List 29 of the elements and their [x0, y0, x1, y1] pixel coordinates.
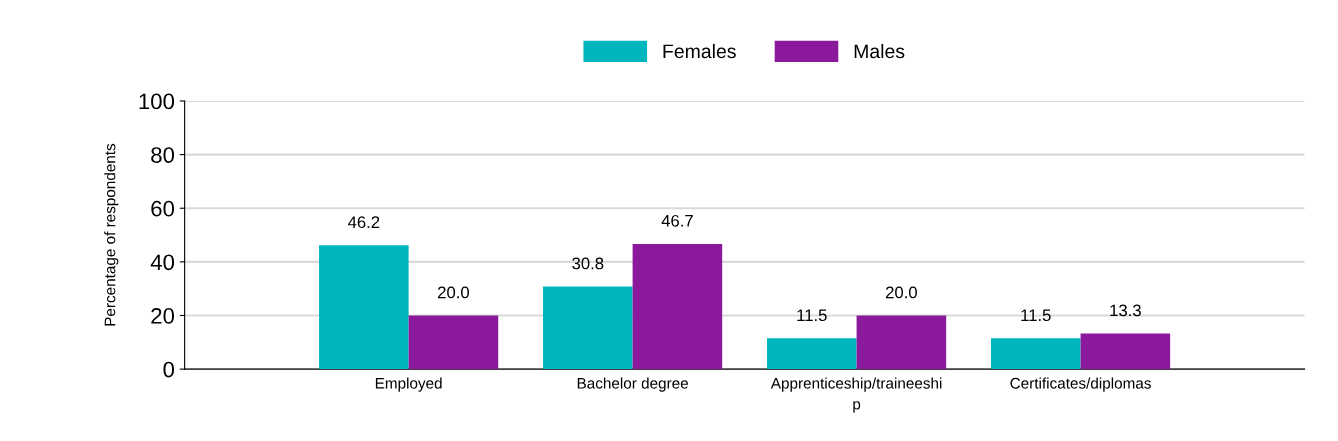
bar	[1080, 333, 1171, 370]
text: 46.2	[347, 216, 380, 229]
bar	[408, 315, 499, 370]
bar	[856, 315, 947, 370]
bar	[990, 338, 1081, 370]
y-axis-title: Percentage of respondents	[104, 143, 119, 326]
text: 20.0	[886, 286, 917, 299]
y-tick-label: 80	[151, 147, 175, 163]
bar	[319, 245, 409, 370]
y-tick-label: 0	[163, 361, 175, 378]
y-tick-label: 60	[151, 200, 175, 217]
text: 20.0	[438, 286, 469, 299]
text: 30.8	[572, 257, 604, 270]
legend-label: Females	[663, 43, 736, 59]
y-tick-label: 100	[139, 93, 175, 110]
bar	[767, 338, 857, 370]
y-tick-label: 20	[151, 308, 175, 324]
bar	[543, 286, 633, 370]
bar	[632, 243, 723, 370]
text: 13.3	[1110, 304, 1141, 317]
x-tick-label: Certificates/diplomas	[1010, 377, 1151, 392]
x-tick-label: Apprenticeship/traineeshi p	[770, 377, 942, 413]
x-tick-label: Bachelor degree	[577, 377, 688, 392]
y-tick-label: 40	[150, 254, 175, 271]
text: 11.5	[797, 309, 827, 322]
x-tick-label: Employed	[375, 377, 442, 392]
text: 11.5	[1021, 309, 1051, 322]
legend-label: Males	[854, 43, 905, 59]
text: 46.7	[661, 214, 693, 227]
